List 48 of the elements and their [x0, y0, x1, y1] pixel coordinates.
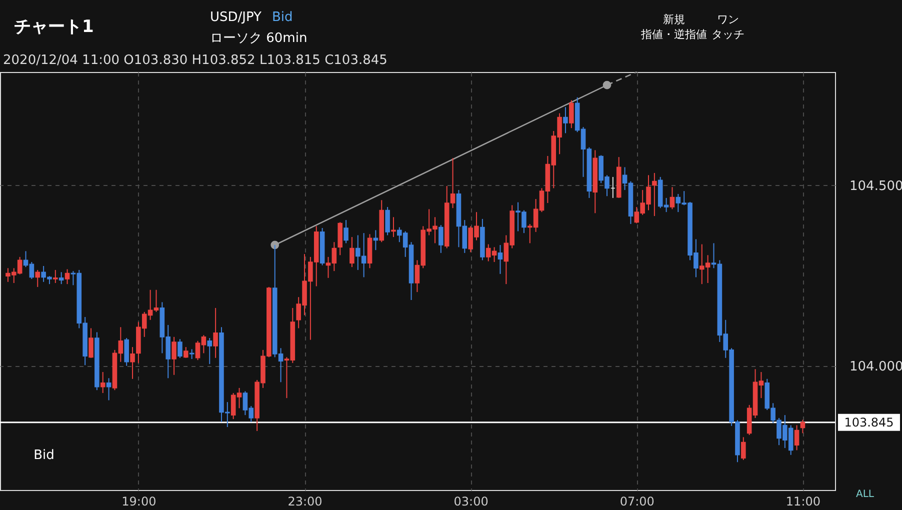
candlestick: [58, 272, 64, 285]
candlestick: [64, 268, 70, 285]
x-tick-label: 19:00: [122, 494, 156, 508]
text: ALL: [856, 489, 874, 500]
text: ローソク 60min: [210, 31, 308, 46]
candlestick: [385, 206, 390, 236]
candlestick: [130, 346, 135, 380]
y-tick-label: 104.500: [850, 178, 902, 194]
text: 指値・逆指値: [640, 28, 707, 41]
candlestick: [563, 106, 568, 134]
text: 2020/12/04 11:00 O103.830 H103.852 L103.815 C103.845: [3, 53, 388, 68]
candlestick: [183, 346, 188, 358]
x-tick-label: 03:00: [454, 494, 488, 508]
text: 新規: [663, 13, 685, 26]
candlestick: [498, 244, 503, 274]
candlestick: [100, 372, 106, 394]
ref-line-label: 103.845: [844, 415, 894, 430]
candlestick: [438, 224, 444, 254]
annotation: Bid: [34, 448, 54, 463]
candlestick: [344, 220, 348, 244]
text: タッチ: [712, 28, 744, 41]
candlestick: [53, 269, 58, 284]
text: ワン: [717, 13, 739, 26]
candlestick: [741, 436, 746, 460]
text: USD/JPY: [210, 10, 262, 25]
candlestick: [652, 172, 657, 217]
y-tick-label: 104.000: [850, 360, 902, 375]
candlestick: [124, 338, 129, 366]
candlestick: [794, 424, 800, 451]
text: Bid: [272, 10, 293, 25]
candlestick: [373, 230, 378, 251]
candlestick: [189, 348, 194, 360]
candlestick: [800, 419, 806, 434]
candlestick: [350, 236, 354, 268]
candlestick: [213, 307, 218, 358]
x-tick-label: 23:00: [288, 494, 322, 508]
candlestick: [88, 328, 94, 358]
candlestick: [207, 338, 212, 365]
candlestick: [670, 186, 675, 210]
chart-title: チャート1: [14, 17, 94, 37]
x-tick-label: 07:00: [620, 494, 654, 508]
candlestick: [35, 269, 40, 288]
candlestick: [178, 338, 182, 358]
candlestick: [106, 378, 112, 401]
candlestick: [569, 100, 574, 129]
candlestick: [172, 336, 176, 376]
candlestick: [338, 222, 342, 256]
x-tick-label: 11:00: [786, 494, 821, 508]
